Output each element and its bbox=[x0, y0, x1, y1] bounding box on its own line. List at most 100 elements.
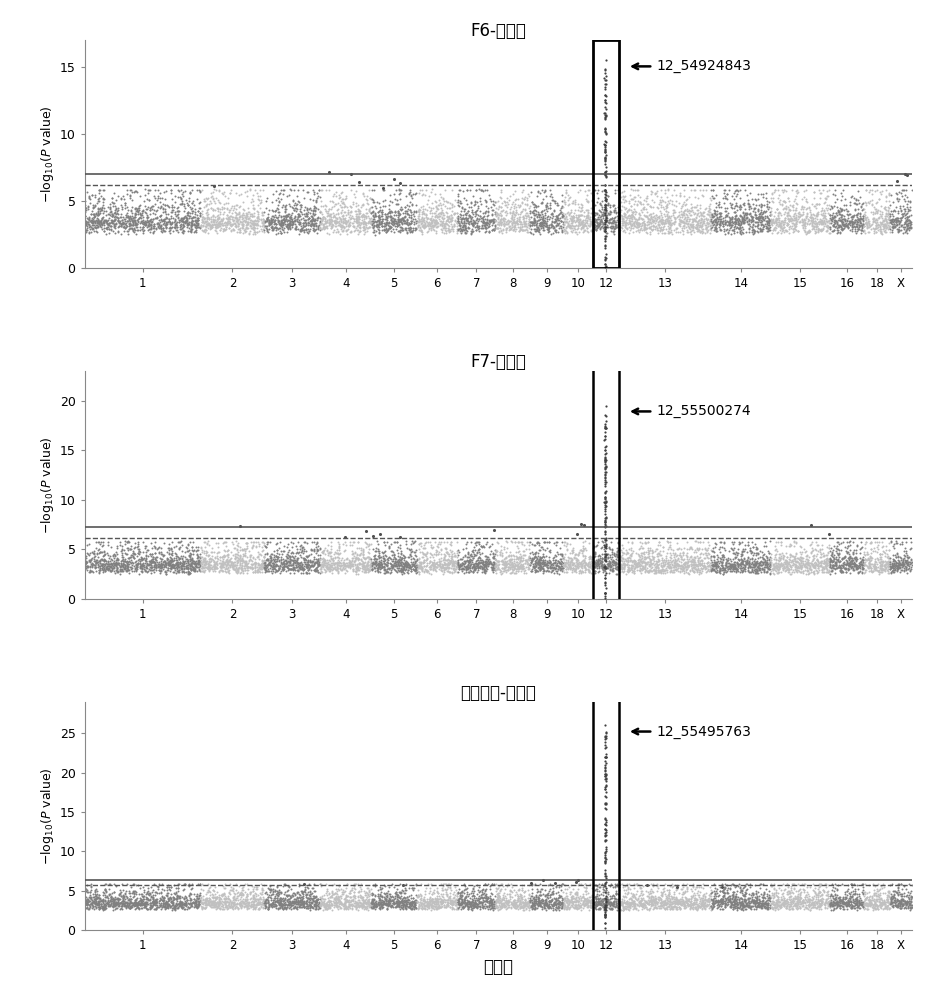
Point bbox=[308, 221, 323, 237]
Point bbox=[833, 203, 848, 219]
Point bbox=[172, 564, 187, 580]
Point bbox=[379, 888, 394, 904]
Point bbox=[780, 894, 795, 910]
Point bbox=[808, 208, 823, 224]
Point bbox=[148, 206, 163, 222]
Point bbox=[801, 891, 816, 907]
Point bbox=[841, 557, 856, 573]
Point bbox=[756, 217, 771, 233]
Point bbox=[367, 218, 382, 234]
Point bbox=[734, 554, 749, 570]
Point bbox=[377, 877, 392, 893]
Point bbox=[451, 217, 466, 233]
Point bbox=[410, 563, 425, 579]
Point bbox=[598, 560, 613, 576]
Point bbox=[479, 893, 494, 909]
Point bbox=[430, 893, 445, 909]
Point bbox=[716, 221, 731, 237]
Point bbox=[503, 565, 518, 581]
Point bbox=[349, 214, 364, 230]
Point bbox=[250, 557, 265, 573]
Point bbox=[903, 559, 918, 575]
Point bbox=[577, 548, 592, 564]
Point bbox=[435, 894, 450, 910]
Point bbox=[559, 892, 574, 908]
Point bbox=[265, 194, 280, 210]
Point bbox=[410, 214, 425, 230]
Point bbox=[711, 887, 726, 903]
Point bbox=[164, 558, 180, 574]
Point bbox=[437, 225, 452, 241]
Point bbox=[411, 536, 426, 552]
Point bbox=[155, 561, 170, 577]
Point bbox=[128, 222, 143, 238]
Point bbox=[196, 563, 211, 579]
Point bbox=[345, 900, 360, 916]
Point bbox=[263, 557, 278, 573]
Point bbox=[384, 213, 400, 229]
Point bbox=[177, 556, 192, 572]
Point bbox=[184, 221, 199, 237]
Point bbox=[786, 199, 801, 215]
Point bbox=[331, 554, 346, 570]
Point bbox=[294, 891, 309, 907]
Point bbox=[91, 553, 106, 569]
Point bbox=[540, 877, 556, 893]
Point bbox=[598, 899, 613, 915]
Point bbox=[890, 224, 905, 240]
Point bbox=[153, 559, 168, 575]
Point bbox=[519, 553, 534, 569]
Point bbox=[885, 224, 900, 240]
Point bbox=[256, 217, 271, 233]
Point bbox=[478, 881, 494, 897]
Point bbox=[536, 554, 551, 570]
Point bbox=[251, 891, 266, 907]
Point bbox=[672, 895, 687, 911]
Point bbox=[444, 207, 459, 223]
Point bbox=[414, 216, 429, 232]
Point bbox=[439, 899, 454, 915]
Point bbox=[524, 554, 539, 570]
Point bbox=[854, 565, 870, 581]
Point bbox=[804, 900, 819, 916]
Point bbox=[255, 899, 270, 915]
Point bbox=[359, 899, 374, 915]
Point bbox=[398, 893, 413, 909]
Point bbox=[135, 879, 150, 895]
Point bbox=[77, 554, 92, 570]
Point bbox=[249, 217, 264, 233]
Point bbox=[598, 200, 613, 216]
Point bbox=[755, 895, 770, 911]
Point bbox=[839, 901, 854, 917]
Point bbox=[588, 900, 603, 916]
Point bbox=[585, 192, 600, 208]
Point bbox=[431, 900, 446, 916]
Point bbox=[308, 893, 323, 909]
Point bbox=[595, 876, 610, 892]
Point bbox=[493, 898, 508, 914]
Point bbox=[892, 559, 907, 575]
Point bbox=[535, 560, 550, 576]
Point bbox=[255, 552, 270, 568]
Point bbox=[889, 893, 904, 909]
Point bbox=[166, 553, 181, 569]
Point bbox=[818, 213, 833, 229]
Point bbox=[391, 556, 406, 572]
Point bbox=[827, 557, 842, 573]
Point bbox=[505, 215, 520, 231]
Point bbox=[244, 206, 259, 222]
Point bbox=[337, 212, 352, 228]
Point bbox=[158, 183, 173, 199]
Point bbox=[637, 900, 652, 916]
Point bbox=[606, 212, 621, 228]
Point bbox=[181, 216, 196, 232]
Point bbox=[570, 556, 585, 572]
Point bbox=[580, 885, 595, 901]
Point bbox=[615, 188, 630, 204]
Point bbox=[470, 556, 485, 572]
Point bbox=[822, 888, 838, 904]
Point bbox=[733, 216, 748, 232]
Point bbox=[530, 563, 545, 579]
Point bbox=[575, 900, 590, 916]
Point bbox=[585, 559, 600, 575]
